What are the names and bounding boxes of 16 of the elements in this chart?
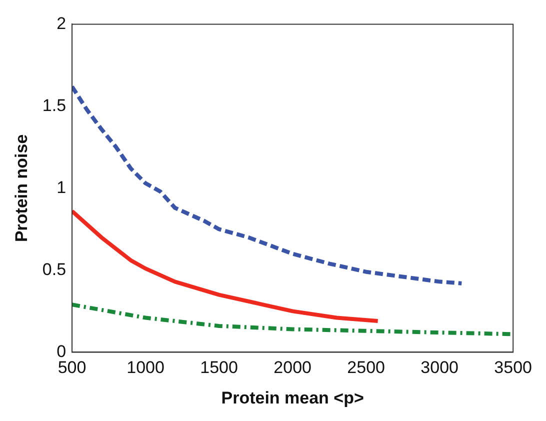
line-series	[72, 302, 514, 336]
y-tick-label: 0	[56, 342, 66, 361]
y-tick-label: 1	[56, 178, 66, 197]
y-tick-label: 2	[56, 14, 66, 33]
line-series	[72, 84, 464, 286]
y-tick-label: 1.5	[42, 96, 66, 115]
x-tick-label: 2500	[347, 358, 385, 378]
x-tick-label: 2000	[274, 358, 312, 378]
x-tick-label: 500	[58, 358, 86, 378]
y-axis-title: Protein noise	[12, 134, 31, 242]
x-tick-label: 3500	[494, 358, 532, 378]
x-tick-label: 1000	[126, 358, 164, 378]
x-tick-label: 1500	[200, 358, 238, 378]
x-axis-title: Protein mean <p>	[221, 388, 364, 408]
x-tick-label: 3000	[420, 358, 458, 378]
y-tick-label: 0.5	[42, 260, 66, 279]
